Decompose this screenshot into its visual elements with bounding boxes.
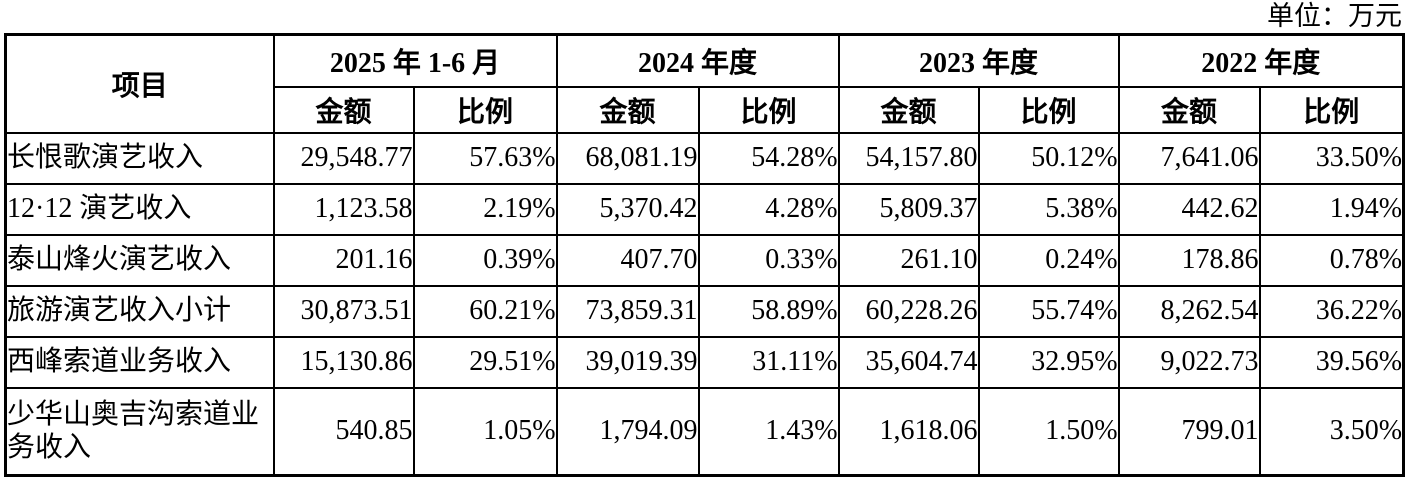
period-header-2024: 2024 年度 xyxy=(555,33,840,88)
ratio-cell: 58.89% xyxy=(697,284,840,338)
ratio-cell: 54.28% xyxy=(697,131,840,185)
ratio-cell: 2.19% xyxy=(412,182,558,236)
ratio-cell: 1.94% xyxy=(1258,182,1405,236)
amount-cell: 1,123.58 xyxy=(272,182,415,236)
ratio-cell: 39.56% xyxy=(1258,335,1405,389)
amount-cell: 407.70 xyxy=(555,233,700,287)
amount-cell: 9,022.73 xyxy=(1117,335,1261,389)
amount-cell: 15,130.86 xyxy=(272,335,415,389)
ratio-cell: 32.95% xyxy=(977,335,1120,389)
ratio-subheader-2023: 比例 xyxy=(977,85,1120,134)
ratio-subheader-2025h1: 比例 xyxy=(412,85,558,134)
ratio-cell: 60.21% xyxy=(412,284,558,338)
amount-cell: 261.10 xyxy=(837,233,980,287)
amount-cell: 68,081.19 xyxy=(555,131,700,185)
table-row-xifeng: 西峰索道业务收入 15,130.86 29.51% 39,019.39 31.1… xyxy=(4,335,1405,389)
amount-cell: 35,604.74 xyxy=(837,335,980,389)
amount-cell: 540.85 xyxy=(272,386,415,477)
ratio-cell: 1.05% xyxy=(412,386,558,477)
ratio-cell: 0.24% xyxy=(977,233,1120,287)
amount-cell: 201.16 xyxy=(272,233,415,287)
amount-cell: 8,262.54 xyxy=(1117,284,1261,338)
amount-subheader-2025h1: 金额 xyxy=(272,85,415,134)
table-row-shaohuashan: 少华山奥吉沟索道业务收入 540.85 1.05% 1,794.09 1.43%… xyxy=(4,386,1405,477)
amount-cell: 5,809.37 xyxy=(837,182,980,236)
ratio-cell: 36.22% xyxy=(1258,284,1405,338)
table-row-changhenge: 长恨歌演艺收入 29,548.77 57.63% 68,081.19 54.28… xyxy=(4,131,1405,185)
ratio-cell: 3.50% xyxy=(1258,386,1405,477)
amount-cell: 799.01 xyxy=(1117,386,1261,477)
amount-cell: 1,794.09 xyxy=(555,386,700,477)
amount-cell: 54,157.80 xyxy=(837,131,980,185)
ratio-cell: 31.11% xyxy=(697,335,840,389)
ratio-subheader-2024: 比例 xyxy=(697,85,840,134)
table-row-taishan: 泰山烽火演艺收入 201.16 0.39% 407.70 0.33% 261.1… xyxy=(4,233,1405,287)
amount-subheader-2022: 金额 xyxy=(1117,85,1261,134)
period-header-2025h1: 2025 年 1-6 月 xyxy=(272,33,558,88)
unit-label: 单位：万元 xyxy=(1267,1,1402,31)
ratio-cell: 50.12% xyxy=(977,131,1120,185)
row-label: 西峰索道业务收入 xyxy=(4,335,275,389)
ratio-cell: 0.33% xyxy=(697,233,840,287)
amount-cell: 442.62 xyxy=(1117,182,1261,236)
ratio-cell: 0.39% xyxy=(412,233,558,287)
ratio-cell: 5.38% xyxy=(977,182,1120,236)
amount-cell: 60,228.26 xyxy=(837,284,980,338)
ratio-cell: 33.50% xyxy=(1258,131,1405,185)
amount-cell: 29,548.77 xyxy=(272,131,415,185)
item-column-header: 项目 xyxy=(4,33,275,134)
row-label: 长恨歌演艺收入 xyxy=(4,131,275,185)
table-row-subtotal: 旅游演艺收入小计 30,873.51 60.21% 73,859.31 58.8… xyxy=(4,284,1405,338)
ratio-cell: 1.43% xyxy=(697,386,840,477)
amount-cell: 7,641.06 xyxy=(1117,131,1261,185)
ratio-cell: 0.78% xyxy=(1258,233,1405,287)
period-header-2022: 2022 年度 xyxy=(1117,33,1405,88)
amount-subheader-2023: 金额 xyxy=(837,85,980,134)
header-row-subheaders: 金额 比例 金额 比例 金额 比例 金额 比例 xyxy=(6,85,1405,134)
ratio-cell: 55.74% xyxy=(977,284,1120,338)
table-row-1212: 12·12 演艺收入 1,123.58 2.19% 5,370.42 4.28%… xyxy=(4,182,1405,236)
amount-cell: 178.86 xyxy=(1117,233,1261,287)
ratio-cell: 1.50% xyxy=(977,386,1120,477)
period-header-2023: 2023 年度 xyxy=(837,33,1120,88)
ratio-subheader-2022: 比例 xyxy=(1258,85,1405,134)
header-row-periods: 项目 2025 年 1-6 月 2024 年度 2023 年度 2022 年度 xyxy=(4,33,1405,134)
row-label: 泰山烽火演艺收入 xyxy=(4,233,275,287)
amount-cell: 39,019.39 xyxy=(555,335,700,389)
revenue-breakdown-table: 项目 2025 年 1-6 月 2024 年度 2023 年度 2022 年度 … xyxy=(4,33,1406,477)
amount-cell: 30,873.51 xyxy=(272,284,415,338)
row-label: 12·12 演艺收入 xyxy=(4,182,275,236)
ratio-cell: 4.28% xyxy=(697,182,840,236)
row-label: 旅游演艺收入小计 xyxy=(4,284,275,338)
ratio-cell: 57.63% xyxy=(412,131,558,185)
amount-cell: 5,370.42 xyxy=(555,182,700,236)
amount-subheader-2024: 金额 xyxy=(555,85,700,134)
amount-cell: 73,859.31 xyxy=(555,284,700,338)
amount-cell: 1,618.06 xyxy=(837,386,980,477)
ratio-cell: 29.51% xyxy=(412,335,558,389)
row-label: 少华山奥吉沟索道业务收入 xyxy=(4,386,275,477)
